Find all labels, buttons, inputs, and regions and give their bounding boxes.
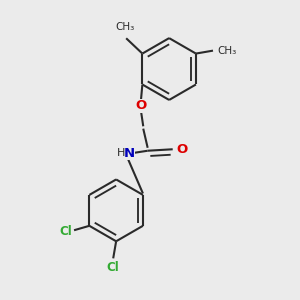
Text: Cl: Cl	[106, 261, 119, 274]
Text: N: N	[123, 147, 134, 160]
Text: CH₃: CH₃	[218, 46, 237, 56]
Text: O: O	[176, 143, 188, 156]
Text: H: H	[116, 148, 125, 158]
Text: O: O	[135, 99, 146, 112]
Text: Cl: Cl	[59, 225, 72, 238]
Text: CH₃: CH₃	[115, 22, 134, 32]
